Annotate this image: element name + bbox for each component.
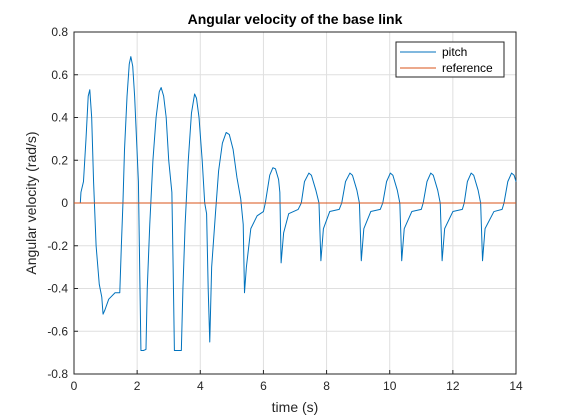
x-tick-label: 2 (134, 379, 141, 393)
legend-label-pitch: pitch (442, 45, 467, 59)
x-tick-label: 6 (260, 379, 267, 393)
y-tick-label: 0 (61, 196, 68, 210)
ticks: 0 2 4 6 8 10 12 14 -0.8 -0.6 -0.4 -0.2 0 0.2 0.4 0.6 0.8 (47, 25, 523, 393)
x-tick-label: 10 (383, 379, 397, 393)
x-tick-label: 14 (509, 379, 523, 393)
series-line-pitch (74, 56, 517, 351)
y-tick-label: -0.4 (47, 282, 68, 296)
x-tick-label: 4 (197, 379, 204, 393)
legend: pitch reference (395, 41, 505, 78)
chart-title: Angular velocity of the base link (188, 11, 403, 27)
y-axis-label: Angular velocity (rad/s) (23, 131, 39, 274)
y-tick-label: -0.6 (47, 324, 68, 338)
y-tick-label: -0.2 (47, 239, 68, 253)
y-tick-label: 0.2 (51, 153, 68, 167)
legend-label-reference: reference (442, 61, 493, 75)
x-axis-label: time (s) (272, 399, 319, 415)
y-tick-label: -0.8 (47, 367, 68, 381)
legend-box (395, 41, 505, 78)
y-tick-label: 0.8 (51, 25, 68, 39)
x-tick-label: 12 (446, 379, 460, 393)
y-tick-label: 0.4 (51, 111, 68, 125)
x-tick-label: 0 (71, 379, 78, 393)
y-tick-label: 0.6 (51, 68, 68, 82)
series-group (74, 56, 517, 351)
x-tick-label: 8 (323, 379, 330, 393)
